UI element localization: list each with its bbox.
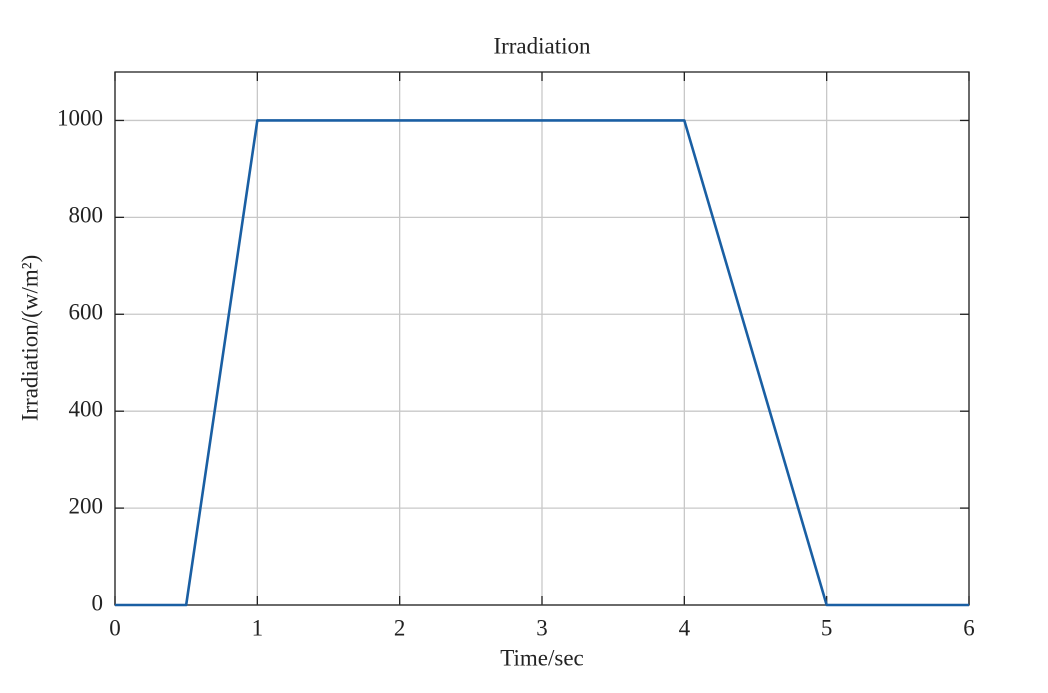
y-axis-label: Irradiation/(w/m²) [17, 255, 42, 422]
y-tick-label: 1000 [57, 106, 103, 131]
x-tick-label: 2 [394, 615, 406, 640]
y-tick-label: 200 [69, 493, 104, 518]
x-tick-label: 6 [963, 615, 975, 640]
x-axis-label: Time/sec [500, 645, 584, 670]
y-tick-label: 400 [69, 396, 104, 421]
plot-frame [114, 71, 970, 606]
x-tick-label: 0 [109, 615, 121, 640]
x-tick-label: 4 [679, 615, 691, 640]
y-tick-label: 0 [92, 590, 104, 615]
x-tick-label: 5 [821, 615, 833, 640]
data-line [115, 119, 969, 607]
x-tick-label: 1 [252, 615, 264, 640]
y-tick-label: 600 [69, 300, 104, 325]
x-tick-label: 3 [536, 615, 548, 640]
y-tick-label: 800 [69, 203, 104, 228]
chart-title: Irradiation [493, 33, 591, 58]
